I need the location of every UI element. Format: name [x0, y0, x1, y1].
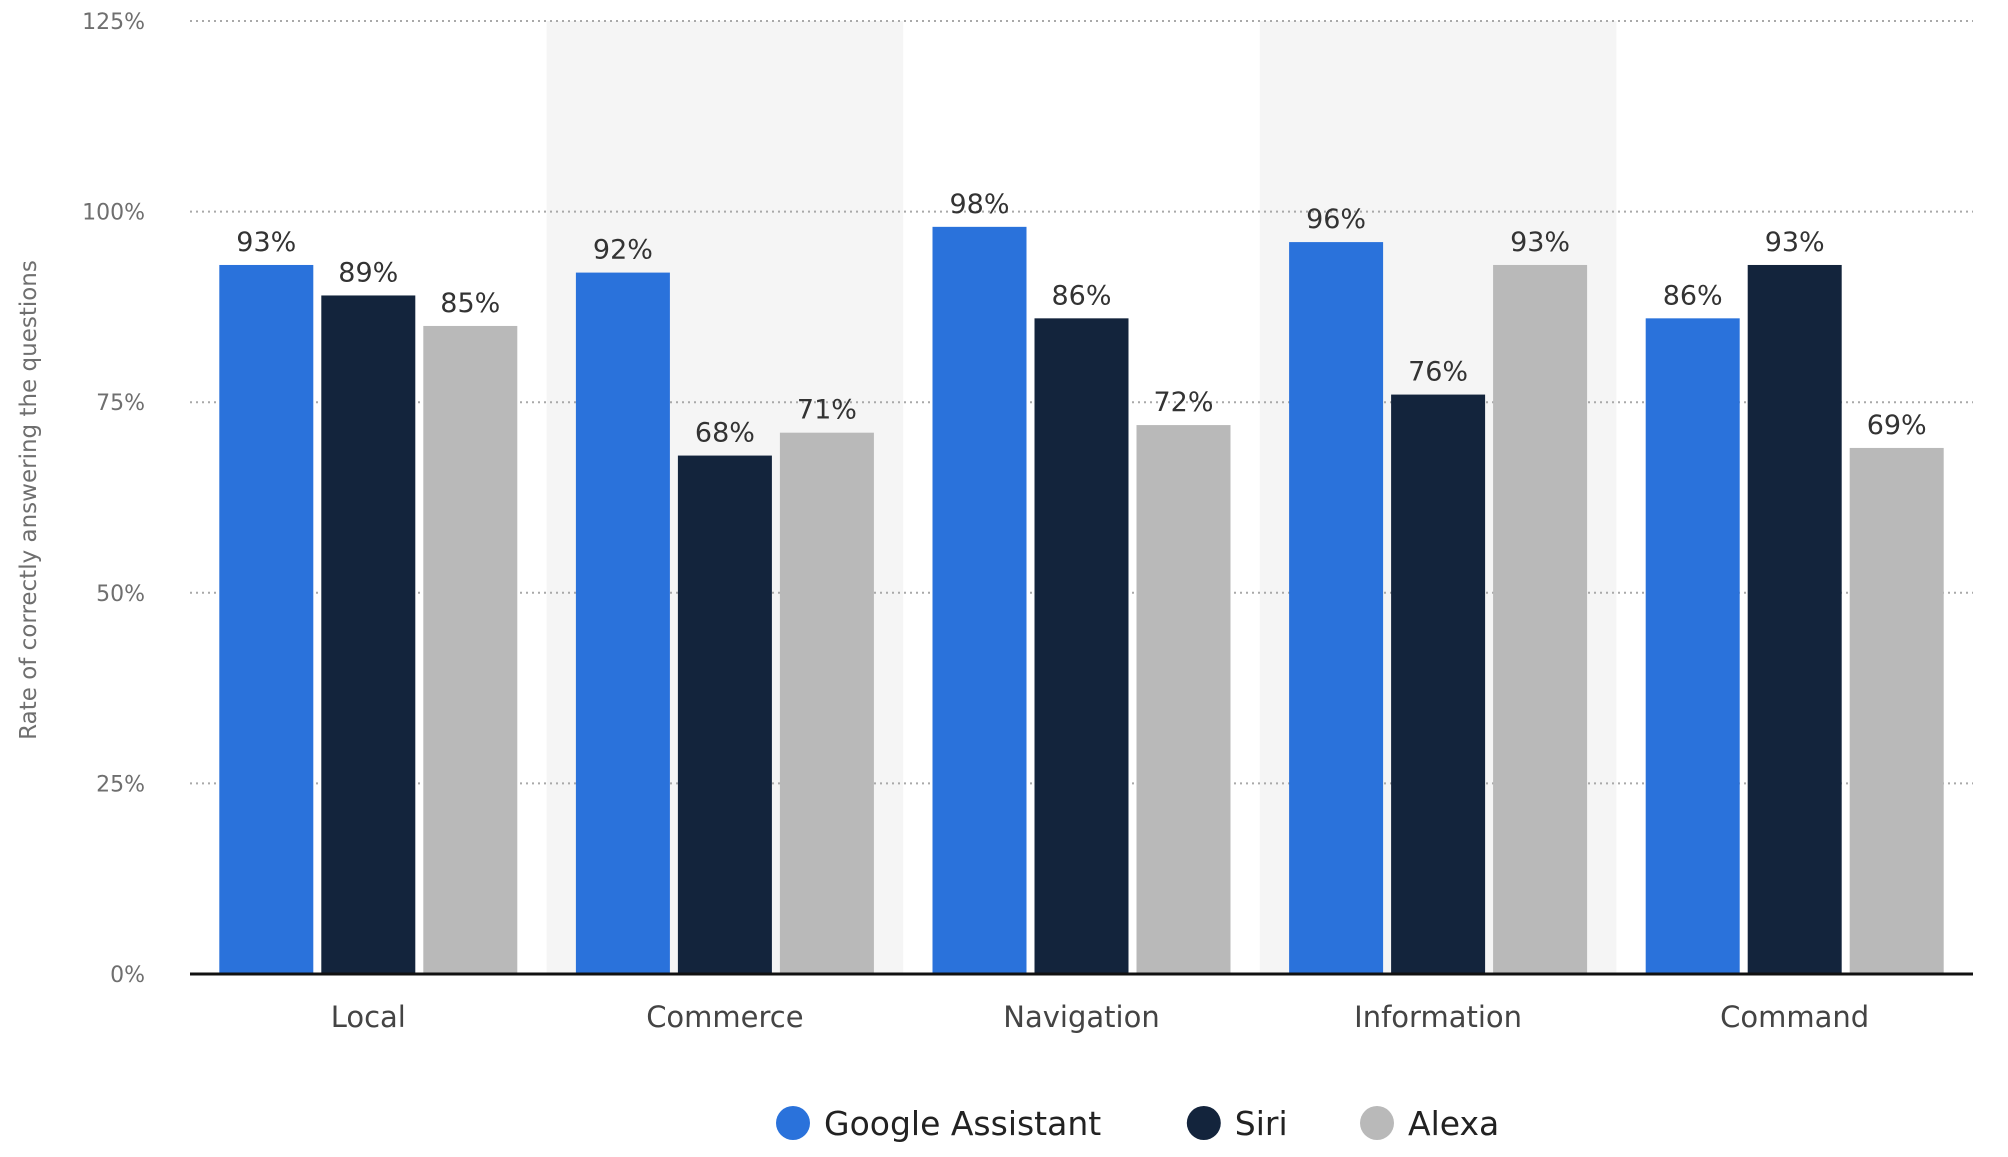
bars [219, 226, 1944, 975]
data-label: 89% [338, 257, 398, 288]
x-tick-label: Navigation [1003, 1000, 1159, 1034]
y-tick-label: 100% [82, 201, 145, 226]
bar-siri[interactable] [1747, 264, 1842, 974]
bar-alexa[interactable] [1493, 264, 1588, 974]
data-label: 76% [1408, 357, 1468, 388]
data-label: 93% [236, 227, 296, 258]
bar-google-assistant[interactable] [1645, 318, 1740, 974]
data-label: 71% [797, 395, 857, 426]
legend-label: Google Assistant [824, 1104, 1101, 1143]
legend-marker [776, 1106, 810, 1140]
data-label: 93% [1510, 227, 1570, 258]
x-tick-label: Commerce [646, 1000, 803, 1034]
bar-alexa[interactable] [1849, 447, 1944, 975]
legend-item[interactable]: Siri [1186, 1104, 1288, 1143]
data-label: 72% [1153, 387, 1213, 418]
data-label: 69% [1867, 410, 1927, 441]
data-label: 85% [440, 288, 500, 319]
bar-google-assistant[interactable] [932, 226, 1027, 974]
data-label: 96% [1306, 204, 1366, 235]
x-tick-label: Command [1720, 1000, 1869, 1034]
bar-google-assistant[interactable] [575, 272, 670, 974]
legend-label: Siri [1235, 1104, 1288, 1143]
data-label: 92% [593, 235, 653, 266]
legend-item[interactable]: Google Assistant [776, 1104, 1101, 1143]
data-labels: 93% 89% 85% 92% 68% 71% 98% 86% 72% 96% 76% 93% 86% 9… [236, 189, 1926, 449]
y-axis-label: Rate of correctly answering the question… [16, 260, 42, 740]
data-label: 93% [1765, 227, 1825, 258]
data-label: 68% [695, 418, 755, 449]
bar-google-assistant[interactable] [219, 264, 314, 974]
data-label: 86% [1663, 280, 1723, 311]
y-tick-label: 75% [96, 391, 145, 416]
y-tick-label: 0% [110, 963, 145, 988]
bar-siri[interactable] [1034, 318, 1129, 974]
bar-siri[interactable] [677, 455, 772, 974]
bar-siri[interactable] [321, 295, 416, 974]
data-label: 86% [1051, 280, 1111, 311]
y-tick-label: 25% [96, 772, 145, 797]
legend: Google Assistant Siri Alexa [776, 1104, 1499, 1143]
bar-siri[interactable] [1391, 394, 1486, 974]
legend-marker [1186, 1106, 1221, 1140]
bar-alexa[interactable] [779, 432, 874, 974]
bar-alexa[interactable] [423, 325, 518, 975]
data-label: 98% [949, 189, 1009, 220]
bar-alexa[interactable] [1136, 425, 1231, 974]
legend-item[interactable]: Alexa [1360, 1104, 1499, 1143]
y-axis: 0% 25% 50% 75% 100% 125% [82, 10, 145, 988]
x-tick-label: Information [1354, 1000, 1522, 1034]
legend-marker [1360, 1106, 1394, 1140]
legend-label: Alexa [1408, 1104, 1499, 1143]
x-axis: Local Commerce Navigation Information Comman… [331, 1000, 1870, 1034]
bar-google-assistant[interactable] [1289, 242, 1384, 974]
y-tick-label: 50% [96, 582, 145, 607]
x-tick-label: Local [331, 1000, 406, 1034]
y-tick-label: 125% [82, 10, 145, 35]
